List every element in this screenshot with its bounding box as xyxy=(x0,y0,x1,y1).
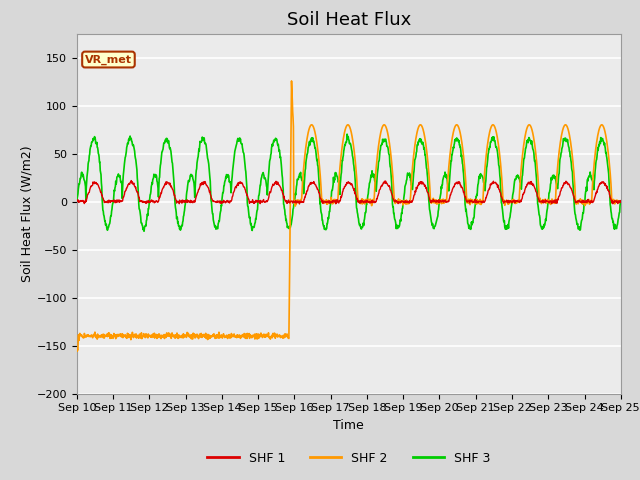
X-axis label: Time: Time xyxy=(333,419,364,432)
Text: VR_met: VR_met xyxy=(85,54,132,65)
Legend: SHF 1, SHF 2, SHF 3: SHF 1, SHF 2, SHF 3 xyxy=(202,447,495,469)
Y-axis label: Soil Heat Flux (W/m2): Soil Heat Flux (W/m2) xyxy=(20,145,34,282)
Title: Soil Heat Flux: Soil Heat Flux xyxy=(287,11,411,29)
